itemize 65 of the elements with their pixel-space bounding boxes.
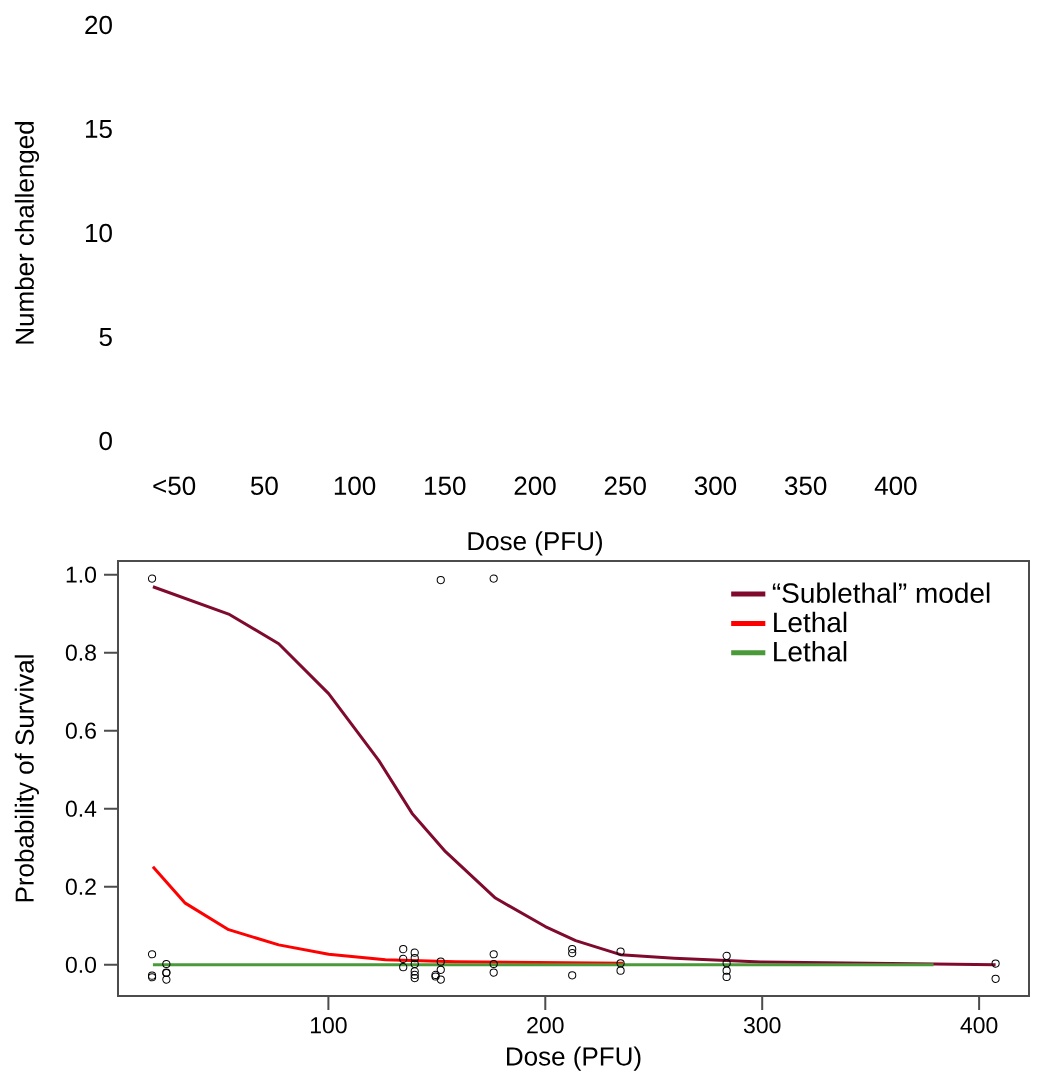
point <box>722 959 731 968</box>
y-axis-title: Number challenged <box>14 121 40 344</box>
point <box>399 954 408 964</box>
point <box>991 959 1000 968</box>
point <box>991 974 1000 983</box>
y-tick-label: 1.0 <box>66 566 97 583</box>
point <box>616 947 625 956</box>
point <box>399 945 408 954</box>
x-tick-label: 150 <box>425 476 466 495</box>
legend-label: “Sublethal” model <box>772 582 990 604</box>
x-tick-label: 300 <box>743 1017 781 1034</box>
point <box>410 954 419 963</box>
point <box>722 972 731 981</box>
y-tick-label: 15 <box>85 119 112 139</box>
y-tick-label: 0 <box>99 431 112 451</box>
point <box>616 959 625 968</box>
y-tick-label: 0.4 <box>65 800 97 817</box>
point <box>616 966 625 975</box>
y-tick-label: 20 <box>85 15 112 35</box>
point <box>436 975 445 984</box>
point <box>162 975 171 984</box>
y-tick-label: 5 <box>99 327 112 347</box>
x-tick-label: 250 <box>604 476 646 495</box>
point <box>489 959 498 969</box>
point <box>410 959 419 969</box>
legend-label: Lethal <box>774 641 847 662</box>
x-tick-label: 200 <box>514 476 556 495</box>
point <box>722 951 731 960</box>
legend-label: Lethal <box>774 611 847 633</box>
y-tick-label: 0.0 <box>65 956 97 973</box>
x-tick-label: 300 <box>694 476 737 495</box>
point <box>162 959 171 969</box>
x-axis-title: Dose (PFU) <box>468 531 602 556</box>
x-tick-label: 100 <box>334 476 376 495</box>
point <box>568 945 577 954</box>
point <box>410 973 419 983</box>
y-tick-label: 10 <box>85 223 112 243</box>
line-series <box>151 865 625 965</box>
point <box>147 950 157 959</box>
point <box>489 950 498 959</box>
point <box>410 948 419 957</box>
point <box>410 970 419 980</box>
x-axis-title: Dose (PFU) <box>507 1046 641 1071</box>
point <box>399 963 408 972</box>
x-tick-label: 400 <box>960 1017 998 1034</box>
x-tick-label: <50 <box>153 476 196 495</box>
x-tick-label: 400 <box>874 476 917 495</box>
x-tick-label: 50 <box>250 476 278 495</box>
x-tick-label: 100 <box>310 1017 347 1034</box>
point <box>722 966 731 975</box>
point <box>147 574 157 583</box>
y-tick-label: 0.8 <box>65 644 96 661</box>
point <box>436 957 445 966</box>
x-tick-label: 200 <box>527 1017 564 1034</box>
point <box>489 968 498 977</box>
point <box>568 948 577 958</box>
point <box>436 965 445 974</box>
point <box>410 967 419 976</box>
x-tick-label: 350 <box>784 476 827 495</box>
y-tick-label: 0.2 <box>65 878 96 895</box>
point <box>489 574 498 583</box>
y-axis-title: Probability of Survival <box>14 655 39 902</box>
y-tick-label: 0.6 <box>65 722 96 739</box>
point <box>568 971 577 980</box>
point <box>436 576 445 585</box>
